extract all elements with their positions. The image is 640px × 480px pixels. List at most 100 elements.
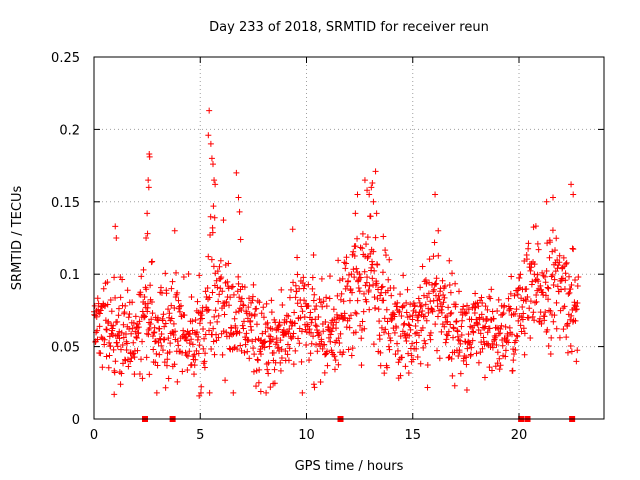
data-point-outlier — [117, 381, 124, 388]
data-point — [259, 330, 266, 337]
data-point — [301, 314, 308, 321]
data-point — [213, 277, 220, 284]
data-point — [114, 343, 121, 350]
data-point — [237, 342, 244, 349]
data-point — [294, 300, 301, 307]
data-point — [502, 347, 509, 354]
data-point — [186, 348, 193, 355]
data-point — [130, 319, 137, 326]
data-point — [298, 328, 305, 335]
data-point — [545, 285, 552, 292]
data-point — [148, 299, 155, 306]
data-point — [434, 347, 441, 354]
x-tick-labels: 0 5 10 15 20 — [90, 428, 527, 443]
data-point — [388, 292, 395, 299]
data-point — [515, 317, 522, 324]
data-point — [205, 253, 212, 260]
data-point — [385, 330, 392, 337]
data-point — [147, 282, 154, 289]
y-tick-label: 0 — [72, 413, 80, 428]
data-point — [345, 346, 352, 353]
data-point — [313, 302, 320, 309]
data-point — [316, 296, 323, 303]
data-point — [547, 239, 554, 246]
data-point — [434, 313, 441, 320]
data-point — [342, 285, 349, 292]
data-point — [100, 285, 107, 292]
data-point — [529, 278, 536, 285]
data-point — [332, 357, 339, 364]
data-point — [335, 335, 342, 342]
data-point — [286, 325, 293, 332]
data-point — [364, 234, 371, 241]
data-point — [415, 312, 422, 319]
data-point — [525, 314, 532, 321]
data-point — [416, 332, 423, 339]
data-point — [207, 213, 214, 220]
data-point — [165, 306, 172, 313]
data-point — [423, 280, 430, 287]
data-point — [248, 299, 255, 306]
data-point — [460, 303, 467, 310]
data-point — [220, 217, 227, 224]
data-point — [139, 375, 146, 382]
data-point — [143, 330, 150, 337]
data-point — [161, 336, 168, 343]
data-point — [477, 349, 484, 356]
data-point — [431, 281, 438, 288]
data-point — [535, 246, 542, 253]
data-point — [385, 276, 392, 283]
data-point — [459, 317, 466, 324]
data-point — [229, 331, 236, 338]
data-point — [439, 303, 446, 310]
data-point — [424, 384, 431, 391]
data-point — [414, 314, 421, 321]
data-point — [393, 303, 400, 310]
data-point — [463, 354, 470, 361]
plot-frame — [93, 56, 605, 420]
data-point — [319, 303, 326, 310]
data-point — [215, 334, 222, 341]
data-point — [546, 307, 553, 314]
data-point — [307, 309, 314, 316]
data-point — [429, 308, 436, 315]
data-point — [195, 333, 202, 340]
data-point — [514, 333, 521, 340]
data-point — [442, 283, 449, 290]
data-point — [531, 261, 538, 268]
data-point — [533, 298, 540, 305]
data-point — [236, 329, 243, 336]
data-point — [493, 324, 500, 331]
data-point — [230, 291, 237, 298]
data-point — [355, 284, 362, 291]
data-point — [357, 274, 364, 281]
data-point — [410, 356, 417, 363]
data-point — [127, 358, 134, 365]
data-point — [292, 320, 299, 327]
data-point — [488, 286, 495, 293]
data-point — [526, 305, 533, 312]
data-point — [276, 321, 283, 328]
data-point-outlier — [543, 198, 550, 205]
data-point — [131, 371, 138, 378]
data-point — [245, 304, 252, 311]
data-point — [183, 337, 190, 344]
data-point — [237, 298, 244, 305]
data-point — [512, 347, 519, 354]
data-point — [403, 337, 410, 344]
data-point — [377, 362, 384, 369]
data-point — [496, 355, 503, 362]
data-point-outlier — [361, 177, 368, 184]
data-point-outlier — [208, 155, 215, 162]
data-point-outlier — [435, 227, 442, 234]
data-point — [524, 294, 531, 301]
data-point — [282, 347, 289, 354]
data-point — [425, 309, 432, 316]
data-point — [319, 345, 326, 352]
data-point — [517, 322, 524, 329]
data-point — [444, 312, 451, 319]
chart-title: Day 233 of 2018, SRMTID for receiver reu… — [209, 20, 489, 35]
data-point-outlier — [196, 392, 203, 399]
data-point — [273, 339, 280, 346]
data-point — [435, 252, 442, 259]
